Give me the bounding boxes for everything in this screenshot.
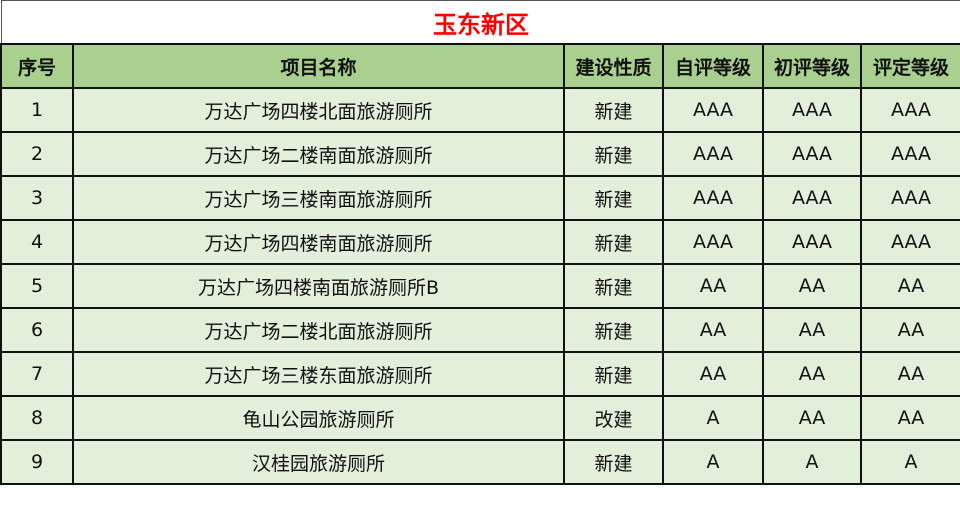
cell-col-project-name: 万达广场三楼东面旅游厕所: [72, 351, 565, 397]
table-row: 1 万达广场四楼北面旅游厕所 新建 AAA AAA AAA: [0, 87, 960, 133]
cell-col-final-rating: AAA: [859, 87, 960, 133]
cell-col-self-rating: AA: [662, 307, 764, 353]
cell-col-index: 3: [0, 175, 74, 221]
cell-col-self-rating: A: [662, 395, 764, 441]
cell-col-self-rating: AAA: [662, 131, 764, 177]
cell-col-self-rating: AAA: [662, 219, 764, 265]
cell-col-self-rating: AA: [662, 263, 764, 309]
cell-col-project-name: 万达广场四楼南面旅游厕所B: [72, 263, 565, 309]
cell-col-self-rating: AAA: [662, 87, 764, 133]
cell-col-construction-type: 新建: [563, 87, 664, 133]
cell-col-initial-rating: AA: [762, 307, 862, 353]
cell-col-index: 7: [0, 351, 74, 397]
table-row: 2 万达广场二楼南面旅游厕所 新建 AAA AAA AAA: [0, 131, 960, 177]
cell-col-index: 5: [0, 263, 74, 309]
table-row: 6 万达广场二楼北面旅游厕所 新建 AA AA AA: [0, 307, 960, 353]
cell-col-final-rating: AA: [859, 307, 960, 353]
cell-col-construction-type: 新建: [563, 219, 664, 265]
title-row: 玉东新区: [0, 0, 960, 45]
cell-col-index: 2: [0, 131, 74, 177]
cell-col-initial-rating: AAA: [762, 87, 862, 133]
cell-col-final-rating: A: [859, 439, 960, 485]
table-row: 3 万达广场三楼南面旅游厕所 新建 AAA AAA AAA: [0, 175, 960, 221]
table-row: 5 万达广场四楼南面旅游厕所B 新建 AA AA AA: [0, 263, 960, 309]
cell-col-index: 4: [0, 219, 74, 265]
cell-col-index: 8: [0, 395, 74, 441]
table-row: 4 万达广场四楼南面旅游厕所 新建 AAA AAA AAA: [0, 219, 960, 265]
table-row: 7 万达广场三楼东面旅游厕所 新建 AA AA AA: [0, 351, 960, 397]
cell-col-initial-rating: AA: [762, 351, 862, 397]
cell-col-project-name: 万达广场四楼北面旅游厕所: [72, 87, 565, 133]
cell-col-initial-rating: AAA: [762, 219, 862, 265]
cell-col-construction-type: 改建: [563, 395, 664, 441]
cell-col-index: 9: [0, 439, 74, 485]
cell-col-initial-rating: AAA: [762, 175, 862, 221]
cell-col-construction-type: 新建: [563, 263, 664, 309]
table-row: 8 龟山公园旅游厕所 改建 A AA AA: [0, 395, 960, 441]
cell-col-construction-type: 新建: [563, 175, 664, 221]
cell-col-project-name: 万达广场二楼北面旅游厕所: [72, 307, 565, 353]
cell-col-final-rating: AA: [859, 395, 960, 441]
cell-col-initial-rating: A: [762, 439, 862, 485]
cell-col-construction-type: 新建: [563, 131, 664, 177]
header-col-construction-type: 建设性质: [563, 43, 664, 89]
rating-table: 玉东新区 序号 项目名称 建设性质 自评等级 初评等级 评定等级 1 万达广场四楼北面旅游厕…: [0, 0, 960, 485]
header-col-index: 序号: [0, 43, 74, 89]
cell-col-self-rating: A: [662, 439, 764, 485]
table-row: 9 汉桂园旅游厕所 新建 A A A: [0, 439, 960, 485]
cell-col-self-rating: AAA: [662, 175, 764, 221]
cell-col-final-rating: AAA: [859, 175, 960, 221]
cell-col-construction-type: 新建: [563, 307, 664, 353]
header-col-initial-rating: 初评等级: [762, 43, 862, 89]
cell-col-project-name: 万达广场二楼南面旅游厕所: [72, 131, 565, 177]
cell-col-final-rating: AAA: [859, 219, 960, 265]
header-col-final-rating: 评定等级: [859, 43, 960, 89]
cell-col-final-rating: AAA: [859, 131, 960, 177]
cell-col-initial-rating: AA: [762, 395, 862, 441]
cell-col-project-name: 汉桂园旅游厕所: [72, 439, 565, 485]
cell-col-project-name: 万达广场三楼南面旅游厕所: [72, 175, 565, 221]
cell-col-construction-type: 新建: [563, 439, 664, 485]
header-row: 序号 项目名称 建设性质 自评等级 初评等级 评定等级: [0, 43, 960, 89]
table-title: 玉东新区: [0, 0, 960, 45]
cell-col-project-name: 龟山公园旅游厕所: [72, 395, 565, 441]
cell-col-final-rating: AA: [859, 263, 960, 309]
cell-col-initial-rating: AA: [762, 263, 862, 309]
cell-col-project-name: 万达广场四楼南面旅游厕所: [72, 219, 565, 265]
cell-col-index: 1: [0, 87, 74, 133]
cell-col-construction-type: 新建: [563, 351, 664, 397]
cell-col-self-rating: AA: [662, 351, 764, 397]
header-col-project-name: 项目名称: [72, 43, 565, 89]
cell-col-index: 6: [0, 307, 74, 353]
cell-col-final-rating: AA: [859, 351, 960, 397]
header-col-self-rating: 自评等级: [662, 43, 764, 89]
cell-col-initial-rating: AAA: [762, 131, 862, 177]
